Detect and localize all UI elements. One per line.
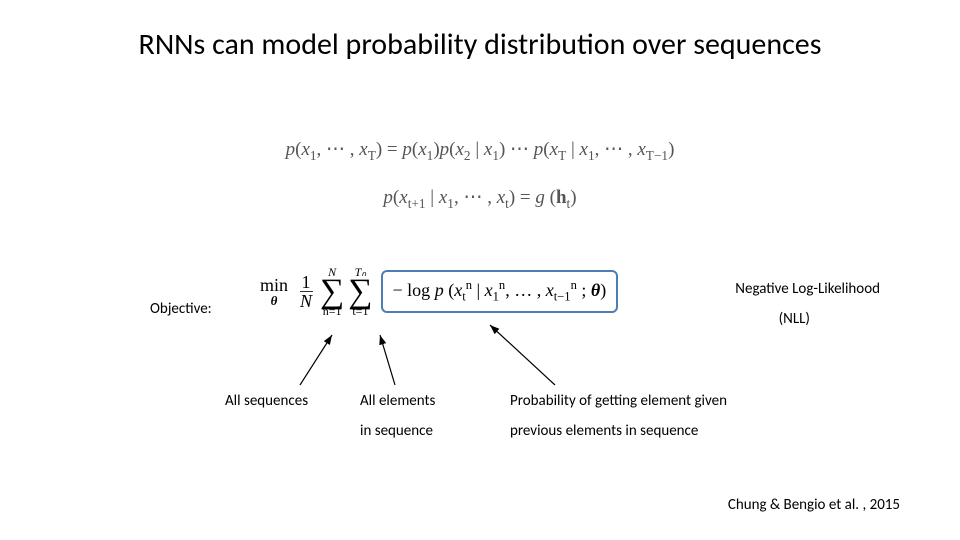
annotation-probability-2: previous elements in sequence bbox=[510, 422, 698, 440]
frac-numerator: 1 bbox=[300, 273, 313, 292]
annotation-probability-1: Probability of getting element given bbox=[510, 392, 727, 410]
sum1-sigma: ∑ bbox=[320, 278, 344, 305]
sum1-bottom: n=1 bbox=[323, 305, 342, 317]
annotation-all-sequences: All sequences bbox=[225, 392, 308, 410]
sum2-bottom: t=1 bbox=[352, 305, 368, 317]
equation-joint-probability: p(x1, ⋯ , xT) = p(x1)p(x2 | x1) ⋯ p(xT |… bbox=[0, 138, 960, 164]
min-text: min bbox=[260, 276, 288, 294]
equation-conditional: p(xt+1 | x1, ⋯ , xt) = g (ht) bbox=[0, 186, 960, 212]
frac-denominator: N bbox=[298, 292, 314, 310]
nll-label: Negative Log-Likelihood bbox=[735, 280, 880, 298]
annotation-all-elements-2: in sequence bbox=[360, 422, 433, 440]
citation: Chung & Bengio et al. , 2015 bbox=[728, 496, 900, 514]
annotation-all-elements-1: All elements bbox=[360, 392, 435, 410]
min-subscript: θ bbox=[271, 294, 278, 307]
sum2-sigma: ∑ bbox=[348, 278, 372, 305]
nll-box: − log p (xtn | x1n, … , xt−1n ; θ) bbox=[381, 270, 619, 313]
nll-abbrev: (NLL) bbox=[779, 310, 810, 328]
objective-formula: min θ 1 N N ∑ n=1 Tₙ ∑ t=1 − log p (xtn … bbox=[260, 266, 618, 317]
slide-title: RNNs can model probability distribution … bbox=[0, 28, 960, 63]
objective-label: Objective: bbox=[150, 300, 212, 318]
